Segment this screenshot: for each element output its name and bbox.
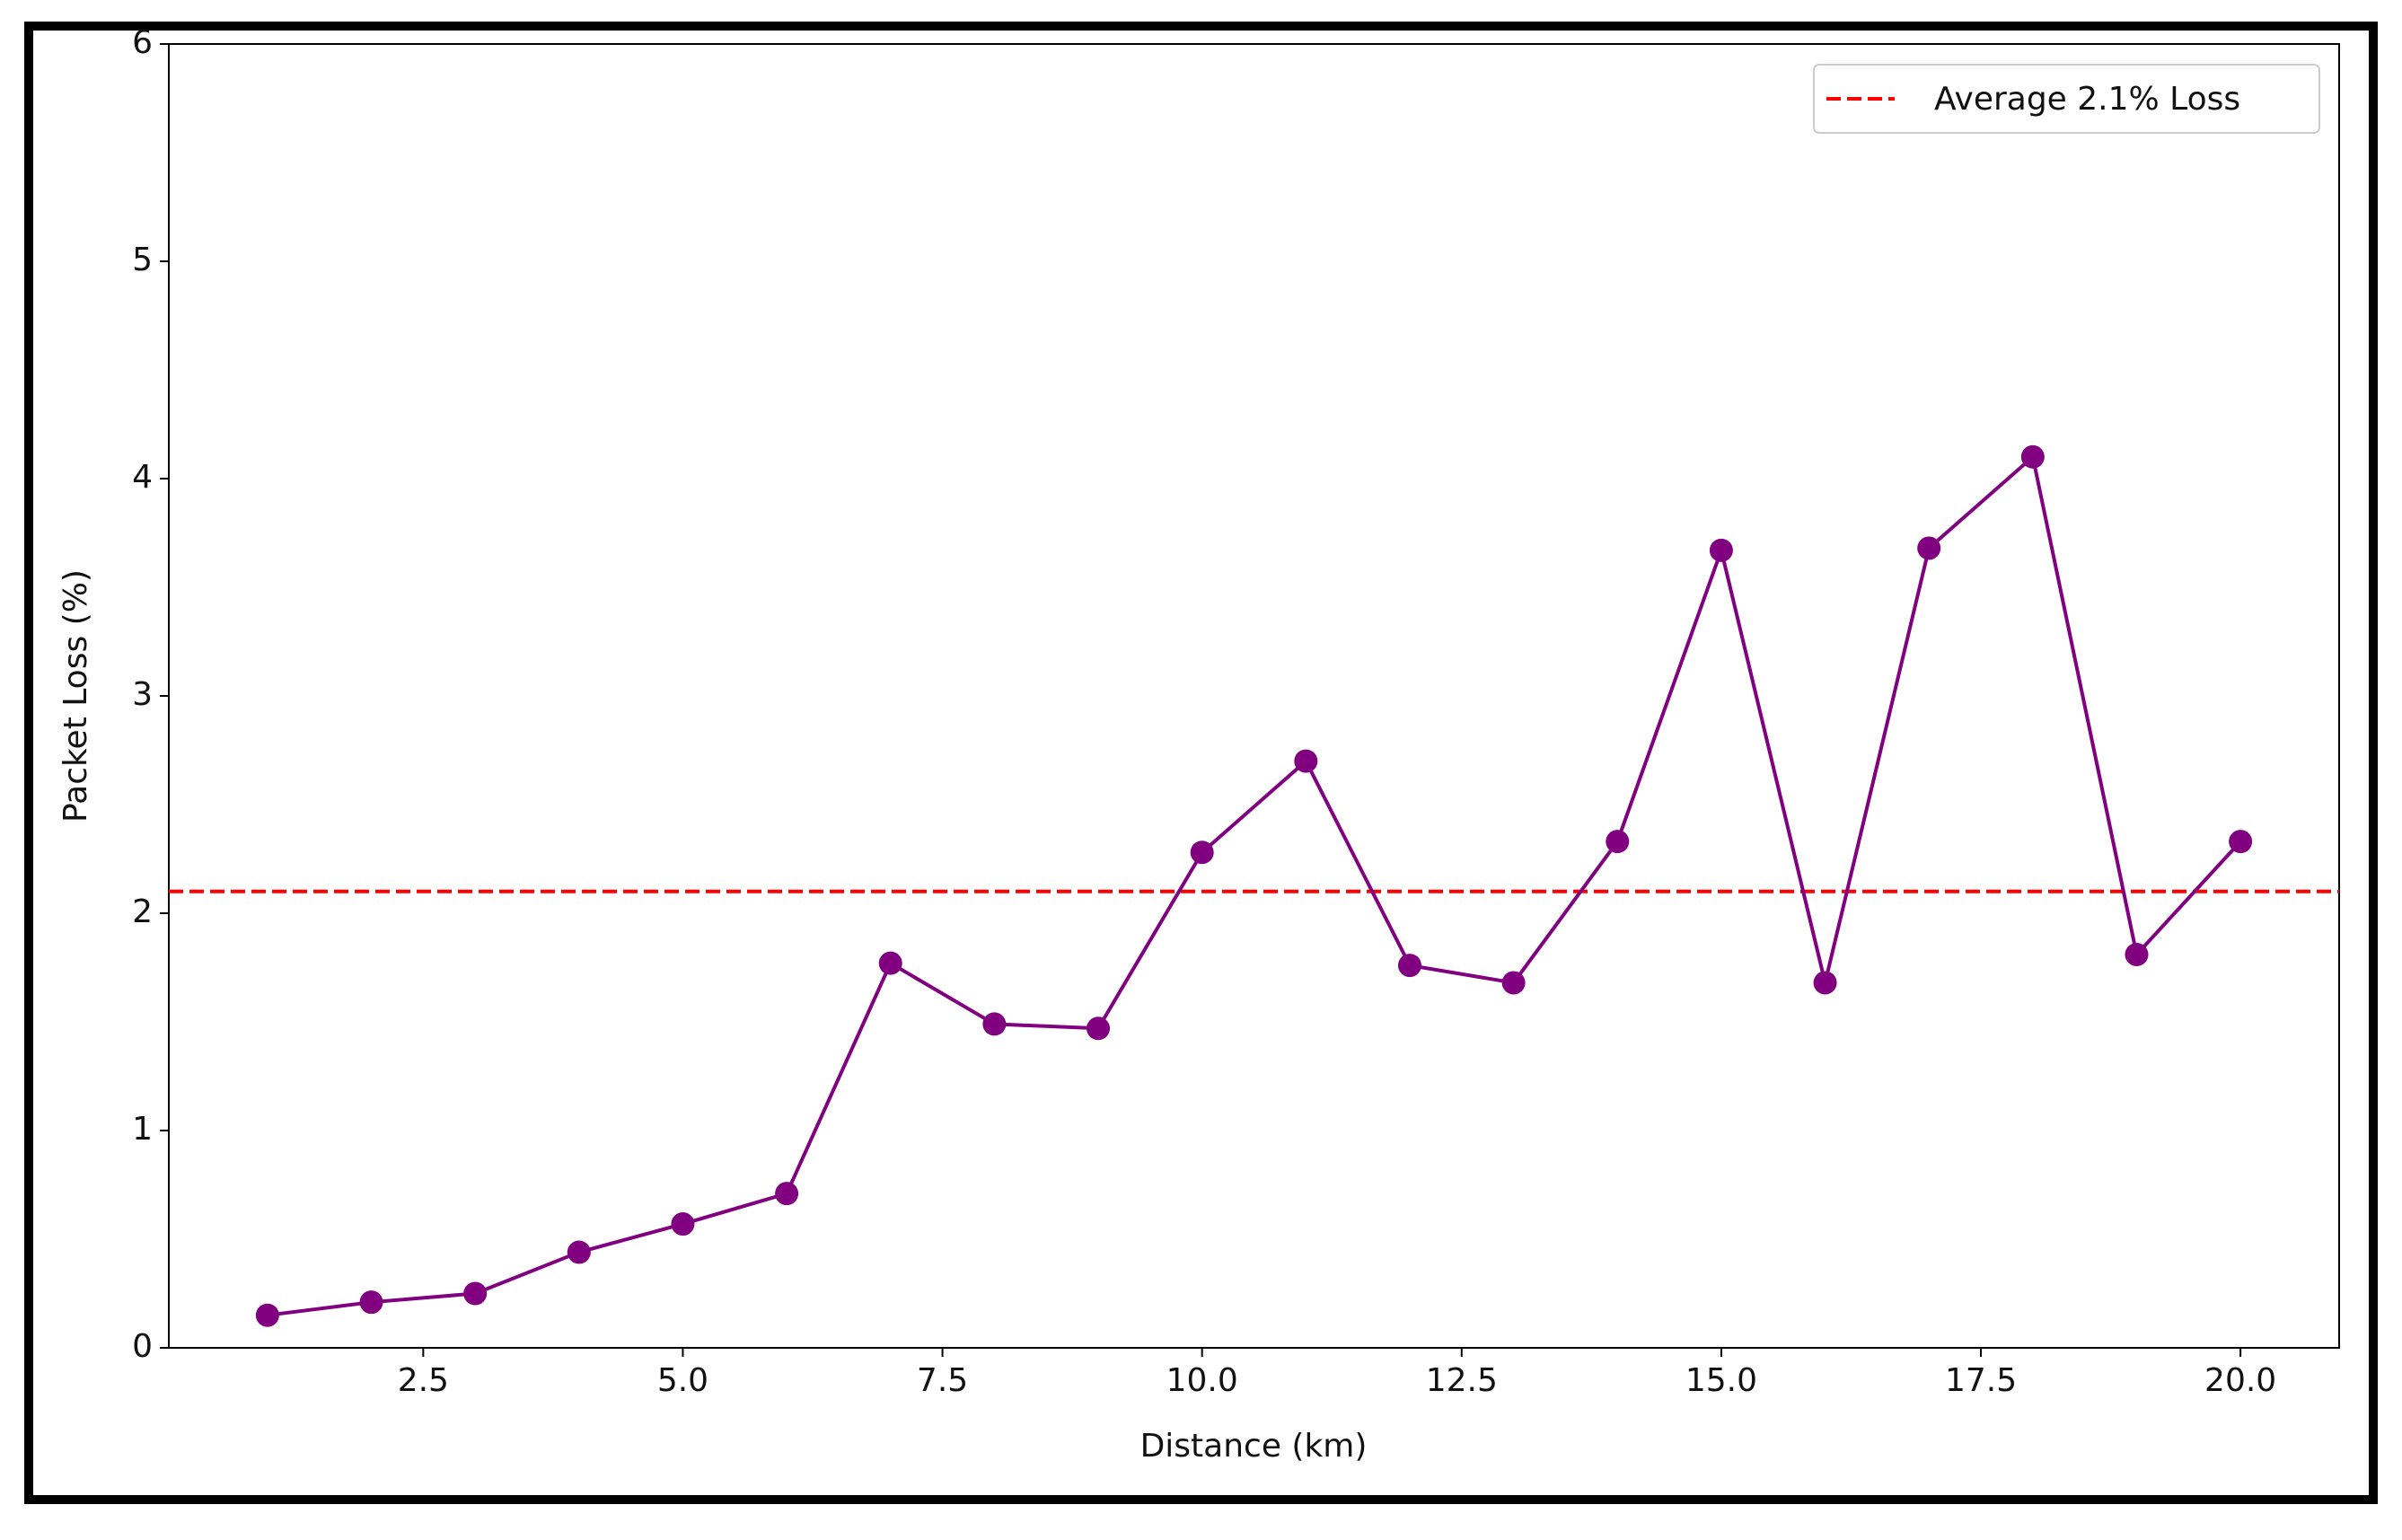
data-point [359, 1290, 383, 1315]
data-point [1397, 954, 1421, 978]
data-point [2229, 830, 2253, 854]
data-point [2020, 444, 2045, 469]
data-point [463, 1281, 488, 1306]
data-point [1813, 971, 1837, 995]
data-point [775, 1182, 799, 1206]
x-tick-label: 15.0 [1685, 1362, 1757, 1399]
data-point [255, 1303, 279, 1327]
data-point [1087, 1016, 1111, 1041]
x-tick-label: 17.5 [1945, 1362, 2017, 1399]
x-tick-label: 20.0 [2204, 1362, 2276, 1399]
y-tick-label: 0 [132, 1328, 153, 1365]
legend-box [1813, 64, 2320, 134]
x-tick-label: 5.0 [657, 1362, 708, 1399]
x-tick-label: 10.0 [1166, 1362, 1238, 1399]
frame [24, 22, 2378, 1504]
data-line [267, 453, 2242, 1317]
x-axis-label: Distance (km) [1140, 1428, 1368, 1465]
data-point [1501, 971, 1526, 995]
data-point [2125, 942, 2149, 966]
data-point [1294, 749, 1318, 773]
data-point [1606, 830, 1630, 854]
data-point [567, 1240, 591, 1264]
data-point [982, 1012, 1007, 1036]
data-point [1917, 536, 1941, 560]
y-tick-label: 6 [132, 24, 153, 61]
y-tick-label: 4 [132, 459, 153, 496]
x-tick-label: 7.5 [917, 1362, 968, 1399]
y-tick-label: 3 [132, 676, 153, 713]
y-tick-label: 2 [132, 893, 153, 930]
data-point [671, 1212, 695, 1236]
y-tick-label: 5 [132, 242, 153, 278]
legend-label: Average 2.1% Loss [1934, 81, 2240, 118]
x-tick-label: 12.5 [1426, 1362, 1498, 1399]
y-axis-label: Packet Loss (%) [57, 569, 94, 823]
data-point [1709, 538, 1733, 562]
x-tick-label: 2.5 [398, 1362, 449, 1399]
data-point [1190, 840, 1214, 865]
data-point [878, 951, 902, 975]
y-tick-label: 1 [132, 1111, 153, 1148]
